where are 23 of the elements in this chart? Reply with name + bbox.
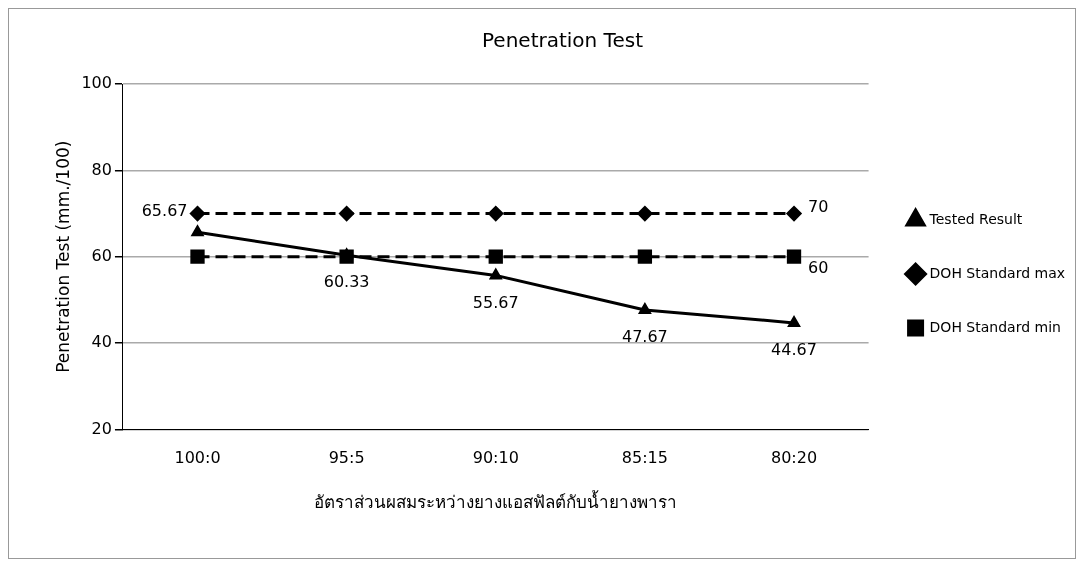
data-label: 44.67 [771, 340, 817, 360]
x-tick-label: 90:10 [472, 448, 519, 468]
data-label: 65.67 [141, 201, 188, 221]
data-label: 70 [808, 196, 829, 216]
legend-label: DOH Standard min [929, 318, 1061, 335]
data-label: 55.67 [472, 292, 519, 312]
legend-label: DOH Standard max [929, 264, 1065, 281]
y-axis-title: Penetration Test (mm./100) [52, 140, 73, 373]
x-tick-label: 85:15 [621, 448, 668, 468]
data-label: 47.67 [621, 327, 668, 347]
x-axis-title: อัตราส่วนผสมระหว่างยางแอสฟัลต์กับน้ำยางพารา [314, 490, 678, 513]
x-tick-label: 95:5 [328, 448, 365, 468]
x-tick-label: 80:20 [770, 448, 818, 468]
x-tick-label: 100:0 [174, 448, 221, 468]
y-tick-label: 100 [81, 73, 112, 93]
y-tick-label: 40 [91, 332, 112, 352]
data-label: 60 [808, 257, 829, 277]
data-label: 60.33 [323, 272, 370, 292]
y-tick-label: 80 [91, 159, 112, 179]
chart-title: Penetration Test [481, 28, 644, 53]
y-tick-label: 60 [91, 245, 112, 265]
y-tick-label: 20 [91, 418, 112, 438]
legend-label: Tested Result [928, 210, 1023, 227]
